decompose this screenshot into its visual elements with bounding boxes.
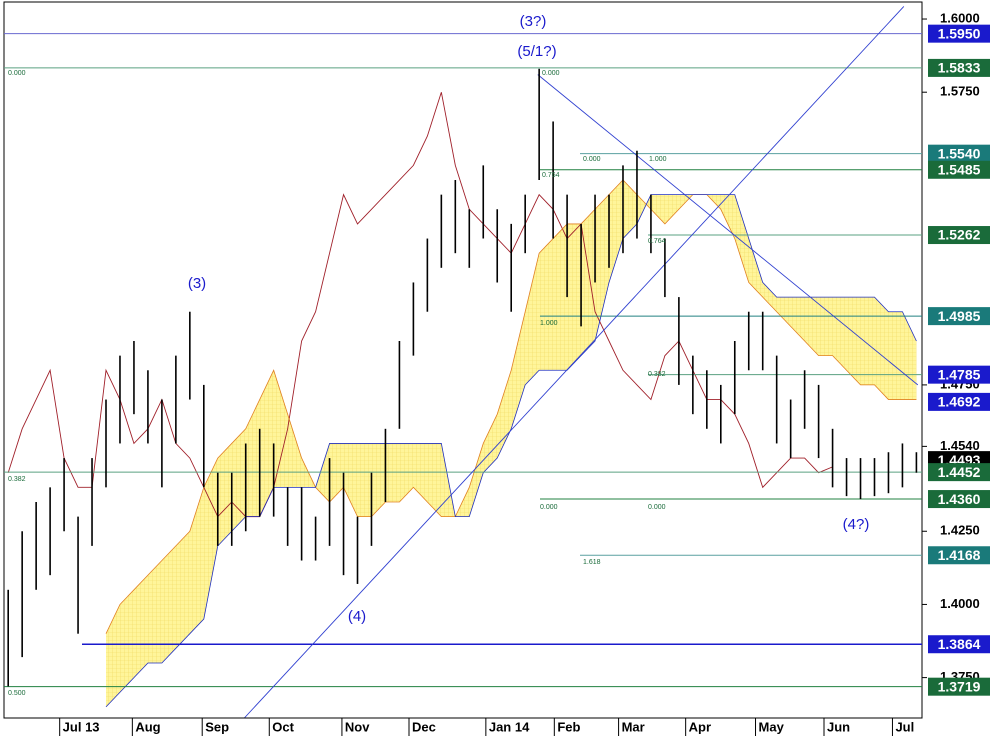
y-tick-label: 1.6000 (940, 10, 980, 25)
fib-label: 0.000 (542, 70, 560, 77)
level-label: 1.4985 (938, 308, 981, 324)
x-tick-label: Jan 14 (489, 719, 530, 734)
wave-label: (4) (348, 608, 366, 625)
level-box (928, 144, 990, 163)
trendline (537, 74, 919, 386)
fib-label: 0.382 (8, 476, 26, 483)
level-label: 1.3719 (938, 678, 981, 694)
level-box (928, 365, 990, 384)
level-label: 1.5262 (938, 227, 981, 243)
level-box (928, 160, 990, 179)
x-tick-label: Nov (345, 719, 370, 734)
fib-label: 0.000 (648, 504, 666, 511)
level-box (928, 490, 990, 509)
level-label: 1.5485 (938, 161, 981, 177)
wave-label: (3) (188, 275, 206, 292)
x-tick-label: May (759, 719, 785, 734)
level-label: 1.5950 (938, 25, 981, 41)
level-box (928, 392, 990, 411)
level-box (928, 677, 990, 696)
y-tick-label: 1.5750 (940, 84, 980, 99)
level-label: 1.5833 (938, 60, 981, 76)
level-box (928, 546, 990, 565)
fib-label: 0.000 (8, 70, 26, 77)
x-tick-label: Jul 13 (63, 719, 100, 734)
wave-label: (3?) (520, 13, 547, 30)
level-label: 1.5540 (938, 145, 981, 161)
x-tick-label: Sep (205, 719, 229, 734)
level-label: 1.4785 (938, 366, 981, 382)
level-label: 1.4452 (938, 464, 981, 480)
x-tick-label: Mar (622, 719, 645, 734)
x-tick-label: Jun (827, 719, 850, 734)
x-tick-label: Jul (895, 719, 914, 734)
y-tick-label: 1.4540 (940, 438, 980, 453)
level-label: 1.4360 (938, 491, 981, 507)
fib-label: 0.382 (648, 371, 666, 378)
level-box (928, 635, 990, 654)
fib-label: 1.618 (583, 559, 601, 566)
y-tick-label: 1.4000 (940, 596, 980, 611)
x-tick-label: Dec (412, 719, 436, 734)
x-tick-label: Apr (689, 719, 711, 734)
fib-label: 0.000 (583, 156, 601, 163)
wave-label: (4?) (843, 516, 870, 533)
level-box (928, 58, 990, 77)
level-box (928, 24, 990, 43)
fib-label: 0.764 (648, 238, 666, 245)
level-label: 1.4168 (938, 547, 981, 563)
level-box (928, 463, 990, 482)
level-label: 1.3864 (938, 636, 981, 652)
cloud (106, 180, 917, 707)
fib-label: 1.000 (540, 320, 558, 327)
trendline (243, 6, 905, 719)
level-label: 1.4692 (938, 394, 981, 410)
wave-label: (5/1?) (517, 43, 556, 60)
x-tick-label: Feb (557, 719, 580, 734)
fib-label: 0.000 (540, 504, 558, 511)
fib-label: 1.000 (649, 156, 667, 163)
fib-label: 0.764 (542, 172, 560, 179)
x-tick-label: Aug (135, 719, 160, 734)
fib-label: 0.500 (8, 690, 26, 697)
level-box (928, 226, 990, 245)
x-tick-label: Oct (272, 719, 294, 734)
series-line (105, 194, 917, 708)
level-box (928, 307, 990, 326)
y-tick-label: 1.4250 (940, 523, 980, 538)
